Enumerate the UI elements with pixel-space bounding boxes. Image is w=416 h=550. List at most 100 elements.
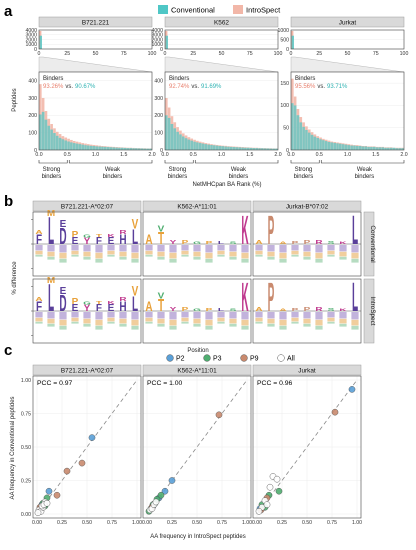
logo-letter: L	[48, 277, 54, 321]
logo-depleted-mark	[291, 317, 299, 322]
weak-label: Weak	[357, 167, 373, 173]
pcc-label: PCC = 0.96	[257, 380, 293, 387]
binders-introspect: 95.56%	[295, 84, 316, 90]
logo-depleted-mark	[95, 245, 103, 253]
scatter-facet: Jurkat 0.00 0.25 0.50 0.75 1.00 PCC = 0.96	[252, 364, 362, 526]
logo-depleted-mark	[169, 245, 177, 253]
logo-depleted-mark	[169, 319, 177, 326]
bar-conventional	[341, 144, 345, 150]
facet-strip	[38, 16, 153, 28]
overview-frame	[38, 29, 153, 50]
scatter-point	[34, 509, 42, 516]
logo-letter: Y	[170, 306, 177, 312]
logo-letter: F	[36, 298, 42, 314]
y-axis-title: Peptides	[12, 88, 18, 111]
bar-conventional	[395, 148, 399, 150]
bar-conventional	[353, 145, 356, 150]
logo-letter: T	[96, 233, 102, 239]
logo-depleted-mark	[71, 254, 79, 257]
bar-conventional	[213, 145, 216, 150]
bar-conventional	[123, 147, 127, 150]
scatter-point	[331, 408, 339, 416]
scatter-point	[43, 499, 51, 507]
logo-letter: M	[47, 209, 55, 218]
logo-depleted-mark	[59, 252, 67, 259]
y-tick-label: 2000	[151, 37, 163, 43]
y-tick-label: 50	[283, 126, 289, 132]
logo-column-strip	[142, 200, 252, 212]
y-tick-label: 0	[34, 148, 37, 154]
y-tick-label: 1000	[277, 28, 289, 34]
bar-conventional	[179, 134, 182, 150]
logo-depleted-mark	[217, 250, 225, 255]
bar-conventional	[146, 148, 149, 150]
y-tick-label: 1000	[25, 42, 37, 48]
bar-conventional	[61, 139, 65, 150]
logo-depleted-mark	[279, 258, 287, 263]
bar-conventional	[389, 147, 393, 150]
logo-letter: P	[292, 240, 299, 246]
panel-label-a: a	[4, 3, 13, 20]
logo-depleted-mark	[241, 319, 249, 326]
bar-conventional	[64, 140, 68, 150]
bar-conventional	[266, 148, 270, 150]
bar-conventional	[55, 135, 59, 150]
binders-conventional: 93.71%	[327, 84, 348, 90]
logo-depleted-mark	[47, 318, 55, 324]
logo-depleted-mark	[315, 325, 323, 330]
logo-depleted-mark	[351, 258, 359, 263]
logo-frame	[252, 278, 362, 344]
bar-conventional	[249, 147, 253, 150]
x-tick-label: 25	[190, 51, 196, 57]
x-tick-label: 0.00	[252, 520, 262, 526]
logo-depleted-mark	[315, 245, 323, 253]
logo-depleted-mark	[145, 250, 153, 255]
logo-depleted-mark	[131, 252, 139, 259]
logo-letter: A	[35, 296, 42, 302]
bar-conventional	[307, 132, 311, 150]
logo-depleted-mark	[339, 312, 347, 319]
bar-conventional	[263, 148, 267, 150]
logo-row-title: Conventional	[369, 225, 376, 262]
bar-conventional	[143, 148, 147, 150]
logo-facet: A TVY P G P L S K	[142, 208, 252, 277]
logo-depleted-mark	[119, 256, 127, 260]
y-tick-label: 100	[154, 130, 163, 136]
bar-conventional	[81, 144, 84, 150]
logo-depleted-mark	[279, 325, 287, 330]
logo-letter: R	[315, 306, 322, 312]
logo-depleted-mark	[83, 312, 91, 319]
x-tick-label: 0.00	[32, 520, 42, 526]
strong-label: Strong	[295, 167, 313, 173]
bar-conventional	[84, 145, 87, 150]
zoom-wedge	[38, 56, 153, 73]
weak-bracket	[194, 160, 279, 164]
x-tick-label: 0.5	[64, 152, 71, 158]
logo-depleted-mark	[255, 317, 263, 322]
x-tick-label: 0.50	[82, 520, 92, 526]
logo-column-title: B721.221-A*02:07	[61, 204, 114, 211]
logo-depleted-mark	[217, 321, 225, 324]
bar-conventional	[44, 119, 48, 150]
bar-conventional	[358, 145, 362, 150]
logo-depleted-mark	[229, 245, 237, 252]
bar-conventional	[210, 144, 213, 150]
logo-depleted-mark	[267, 312, 275, 319]
x-tick-label: 50	[219, 51, 225, 57]
x-tick-label: 75	[373, 51, 379, 57]
logo-letter: K	[107, 233, 115, 239]
logo-depleted-mark	[327, 254, 335, 257]
logo-letter: D	[59, 290, 66, 316]
weak-label: Weak	[105, 167, 121, 173]
bar-conventional	[381, 147, 385, 150]
bar-conventional	[375, 147, 379, 150]
x-tick-label: 0.25	[277, 520, 287, 526]
logo-depleted-mark	[181, 321, 189, 324]
weak-label: binders	[229, 174, 249, 180]
facet-title: B721.221-A*02:07	[61, 368, 114, 375]
scatter-point	[152, 498, 160, 506]
logo-depleted-mark	[255, 321, 263, 324]
